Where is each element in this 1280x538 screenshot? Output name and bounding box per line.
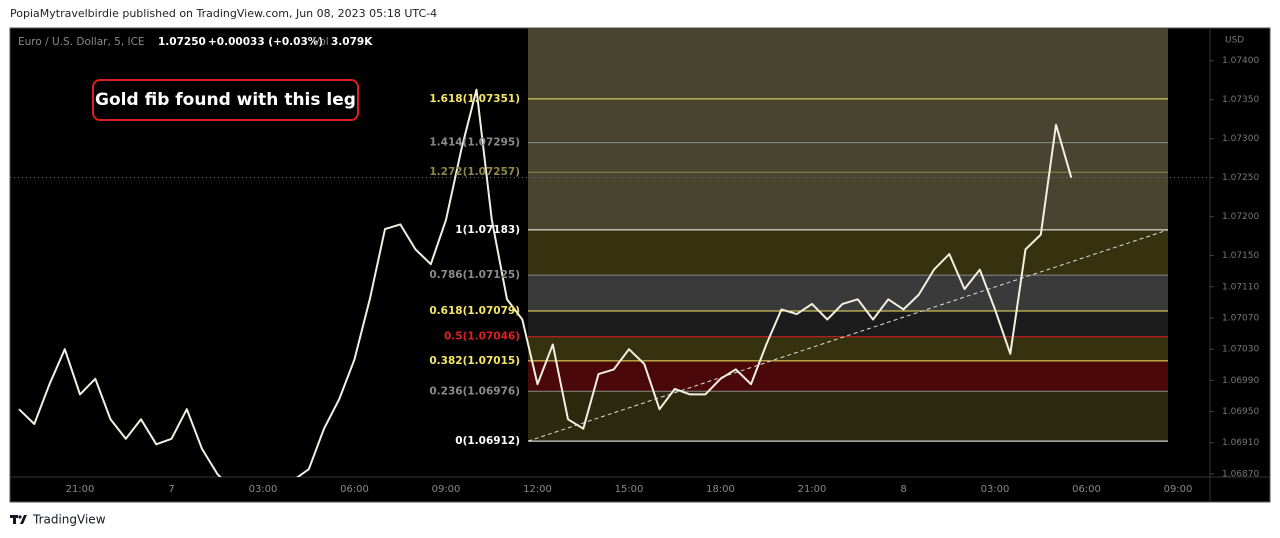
fib-zone xyxy=(528,28,1168,99)
y-axis-label: USD xyxy=(1225,36,1244,46)
y-tick-label: 1.07030 xyxy=(1222,345,1259,355)
y-tick-label: 1.07400 xyxy=(1222,56,1259,66)
annotation: Gold fib found with this leg xyxy=(95,90,356,110)
y-tick-label: 1.07070 xyxy=(1222,313,1259,323)
legend-price: 1.07250 xyxy=(158,36,206,48)
x-tick-label: 21:00 xyxy=(66,484,95,495)
axis: 1.07400 1.07350 1.07300 1.07250 1.07200 1.071… xyxy=(66,56,1260,495)
fib-zone xyxy=(528,336,1168,361)
x-tick-label: 12:00 xyxy=(523,484,552,495)
x-tick-label: 18:00 xyxy=(706,484,735,495)
legend-vol: 3.079K xyxy=(331,36,373,48)
y-tick-label: 1.06990 xyxy=(1222,376,1259,386)
y-tick-label: 1.07150 xyxy=(1222,251,1259,261)
fib-labels: 1.618(1.07351) 1.414(1.07295) 1.272(1.0725… xyxy=(429,93,520,447)
series xyxy=(10,88,1210,477)
x-tick-label: 09:00 xyxy=(1164,484,1193,495)
header: PopiaMytravelbirdie published on Trading… xyxy=(10,7,437,20)
y-tick-label: 1.07110 xyxy=(1222,282,1259,292)
footer-brand: TradingView xyxy=(32,513,106,527)
fib-zone xyxy=(528,391,1168,442)
fib-label: 0(1.06912) xyxy=(455,435,520,447)
y-tick-label: 1.07300 xyxy=(1222,134,1259,144)
y-tick-label: 1.07250 xyxy=(1222,173,1259,183)
fib-label: 0.382(1.07015) xyxy=(429,355,520,367)
fib-zone xyxy=(528,142,1168,173)
fib-zone xyxy=(528,98,1168,143)
fib-zone xyxy=(528,172,1168,230)
x-tick-label: 21:00 xyxy=(798,484,827,495)
y-tick-label: 1.06910 xyxy=(1222,438,1259,448)
y-tick-label: 1.06870 xyxy=(1222,469,1259,479)
fib-label: 1.414(1.07295) xyxy=(429,137,520,149)
fib-zone xyxy=(528,360,1168,392)
fib-label: 0.786(1.07125) xyxy=(429,269,520,281)
x-tick-label: 15:00 xyxy=(615,484,644,495)
fib-zone xyxy=(528,275,1168,311)
fib-label: 1(1.07183) xyxy=(455,224,520,236)
fib-label: 0.236(1.06976) xyxy=(429,385,520,397)
y-tick-label: 1.07200 xyxy=(1222,212,1259,222)
fib-label: 0.5(1.07046) xyxy=(444,331,520,343)
fib-label: 1.618(1.07351) xyxy=(429,93,520,105)
legend-change: +0.00033 (+0.03%) xyxy=(208,36,323,48)
fib-trend-line xyxy=(527,229,1169,442)
x-tick-label: 03:00 xyxy=(981,484,1010,495)
fib-label: 1.272(1.07257) xyxy=(429,166,520,178)
fib-label: 0.618(1.07079) xyxy=(429,305,520,317)
y-tick-label: 1.06950 xyxy=(1222,407,1259,417)
logo xyxy=(10,515,27,524)
legend-vol-label: Vol xyxy=(313,36,329,48)
fib-zone xyxy=(528,229,1168,276)
y-tick-label: 1.07350 xyxy=(1222,95,1259,105)
x-tick-label: 09:00 xyxy=(432,484,461,495)
x-tick-label: 03:00 xyxy=(249,484,278,495)
x-tick-label: 06:00 xyxy=(1072,484,1101,495)
price-line xyxy=(18,88,1073,477)
x-tick-label: 7 xyxy=(168,484,174,495)
legend-symbol: Euro / U.S. Dollar, 5, ICE xyxy=(18,36,145,48)
x-tick-label: 8 xyxy=(900,484,906,495)
x-tick-label: 06:00 xyxy=(340,484,369,495)
fib-zone xyxy=(528,310,1168,337)
fib-zones xyxy=(528,28,1168,442)
annotation-box xyxy=(92,79,359,121)
